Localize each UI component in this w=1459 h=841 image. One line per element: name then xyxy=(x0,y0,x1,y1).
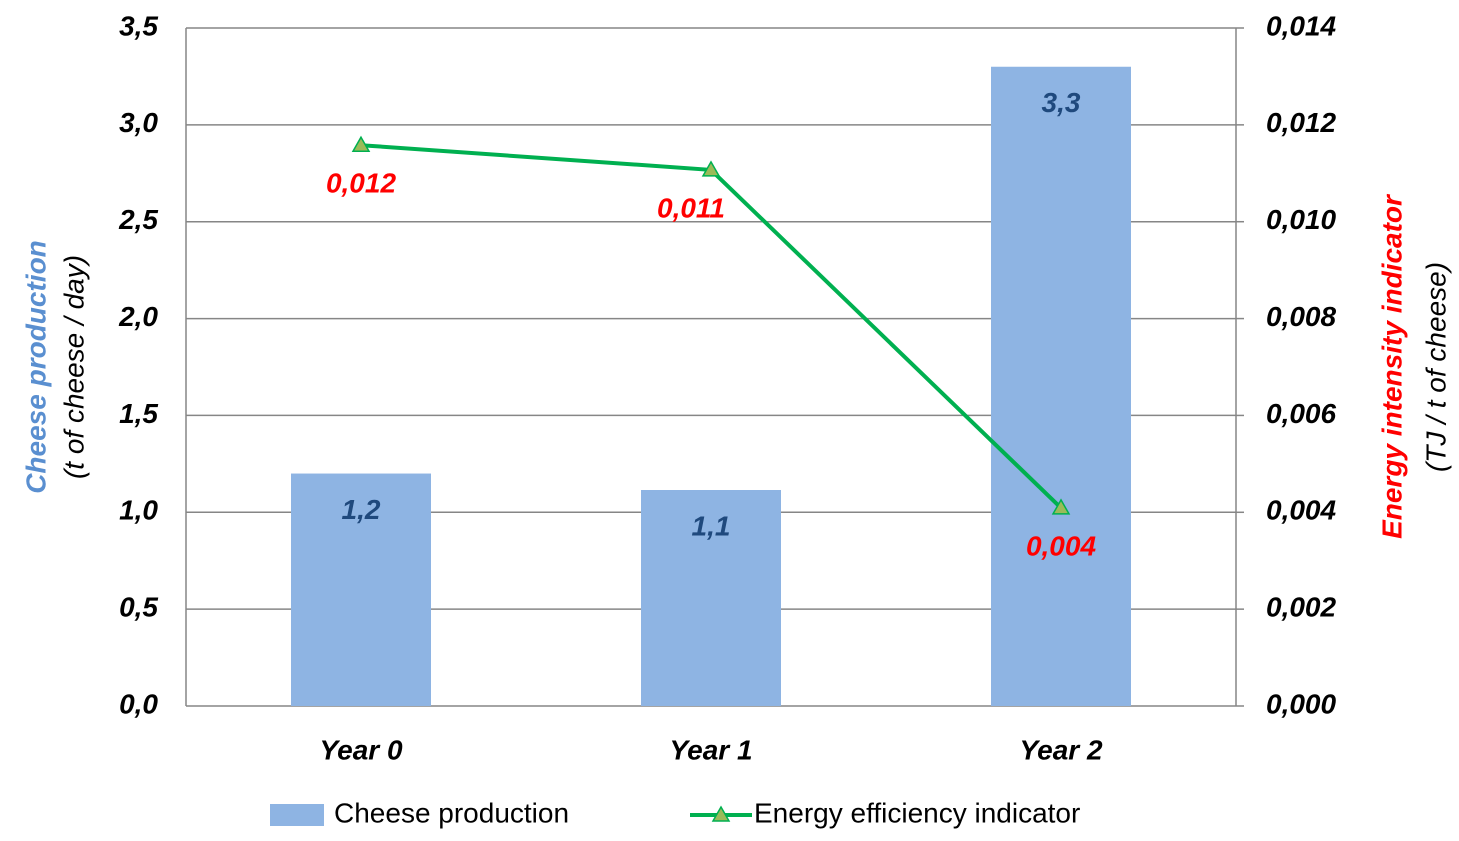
y-tick-label: 1,0 xyxy=(119,495,158,526)
line-value-label: 0,012 xyxy=(326,168,396,199)
marker xyxy=(351,135,371,152)
y2-tick-label: 0,010 xyxy=(1266,204,1336,235)
bar xyxy=(291,473,431,706)
y-tick-label: 0,0 xyxy=(119,688,158,719)
y-tick-label: 2,5 xyxy=(118,204,158,235)
y2-tick-label: 0,006 xyxy=(1266,398,1336,429)
bar-value-label: 1,2 xyxy=(342,494,381,525)
x-tick-label: Year 2 xyxy=(1019,734,1102,765)
marker xyxy=(701,160,721,177)
line-value-label: 0,004 xyxy=(1026,530,1096,561)
y2-axis-title: Energy intensity indicator xyxy=(1376,193,1407,539)
y-tick-label: 0,5 xyxy=(119,592,158,623)
y2-tick-label: 0,008 xyxy=(1266,301,1336,332)
legend-swatch xyxy=(270,804,324,826)
y2-tick-label: 0,014 xyxy=(1266,10,1336,41)
x-tick-label: Year 0 xyxy=(319,734,402,765)
bar xyxy=(991,66,1131,706)
bar-value-label: 1,1 xyxy=(692,510,731,541)
y-tick-label: 3,5 xyxy=(119,10,158,41)
line-value-label: 0,011 xyxy=(657,192,725,223)
y2-tick-label: 0,012 xyxy=(1266,107,1336,138)
x-tick-label: Year 1 xyxy=(669,734,752,765)
y-tick-label: 2,0 xyxy=(118,301,158,332)
y2-tick-label: 0,002 xyxy=(1266,592,1336,623)
y2-tick-label: 0,004 xyxy=(1266,495,1336,526)
legend-label: Energy efficiency indicator xyxy=(754,797,1080,828)
y-tick-label: 3,0 xyxy=(119,107,158,138)
y-axis-unit: (t of cheese / day) xyxy=(58,255,89,479)
legend-marker xyxy=(711,805,731,822)
bar-value-label: 3,3 xyxy=(1042,87,1081,118)
y-axis-title: Cheese production xyxy=(20,240,51,494)
y2-axis-unit: (TJ / t of cheese) xyxy=(1420,262,1451,472)
marker xyxy=(1051,498,1071,515)
bar xyxy=(641,490,781,706)
legend-label: Cheese production xyxy=(334,797,569,828)
y2-tick-label: 0,000 xyxy=(1266,688,1336,719)
y-tick-label: 1,5 xyxy=(119,398,158,429)
